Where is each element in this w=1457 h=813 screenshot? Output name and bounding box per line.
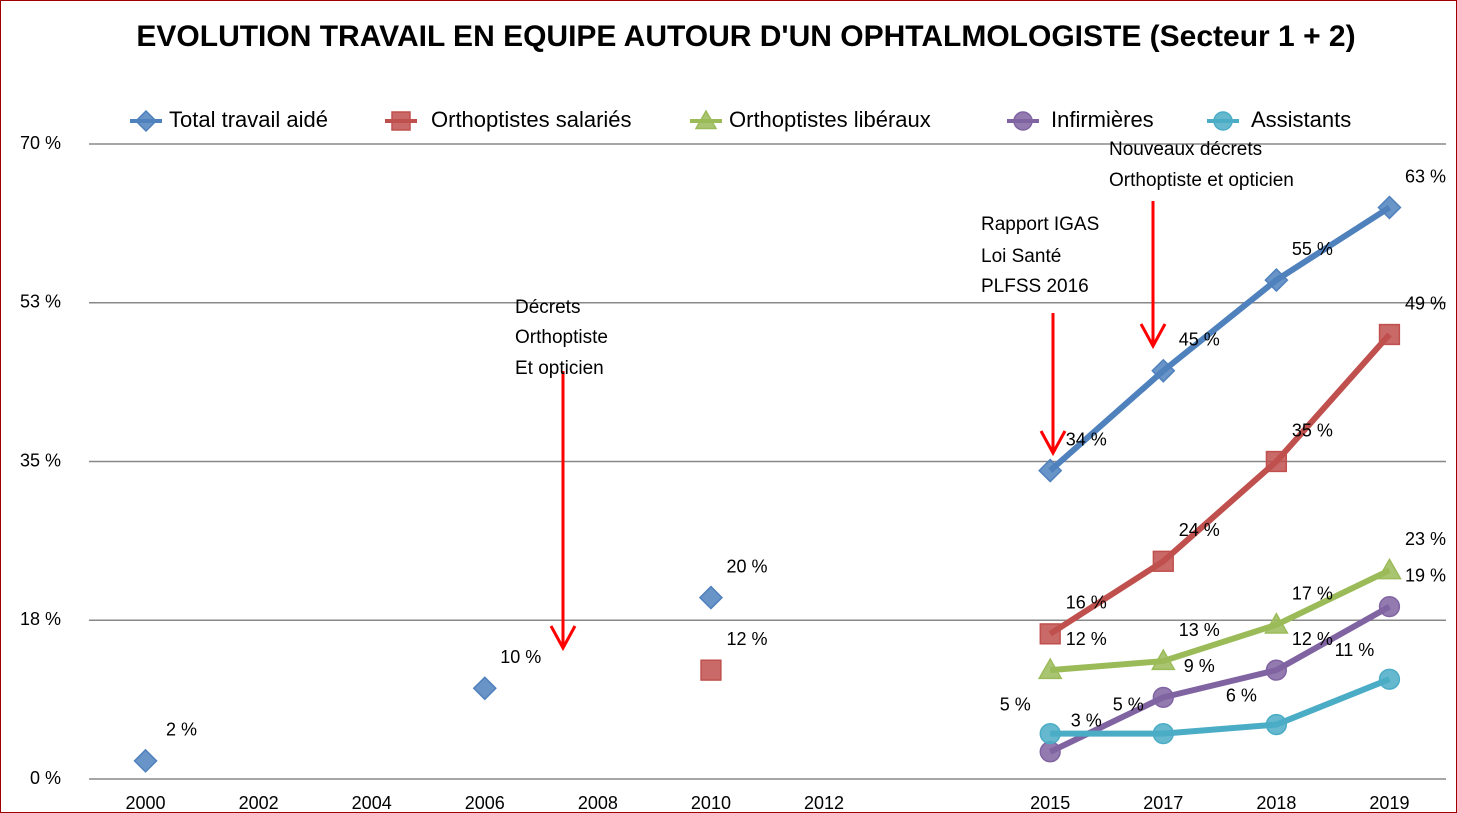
grid (89, 143, 1446, 780)
chart-title: EVOLUTION TRAVAIL EN EQUIPE AUTOUR D'UN … (136, 20, 1356, 53)
marker (1037, 657, 1063, 680)
legend-marker (1013, 111, 1033, 131)
y-tick-label: 70 % (20, 133, 61, 153)
marker (1039, 623, 1061, 645)
data-label: 12 % (1292, 629, 1333, 649)
marker (698, 585, 724, 610)
annotation: Orthoptiste (515, 327, 608, 348)
x-tick-label: 2008 (578, 793, 618, 812)
series-line (1048, 332, 1392, 637)
x-tick-label: 2012 (804, 793, 844, 812)
data-label: 19 % (1405, 565, 1446, 585)
marker (1152, 722, 1174, 745)
data-label: 34 % (1066, 429, 1107, 449)
x-tick-label: 2017 (1143, 793, 1183, 812)
legend-marker (1213, 111, 1233, 131)
annotation-arrows (549, 201, 1167, 652)
data-label: 24 % (1179, 520, 1220, 540)
arrow-head (1139, 323, 1167, 350)
x-tick-label: 2015 (1030, 793, 1070, 812)
data-label: 5 % (1000, 694, 1031, 714)
data-label: 10 % (500, 647, 541, 667)
data-label: 49 % (1405, 293, 1446, 313)
marker (1264, 612, 1289, 634)
marker (1378, 595, 1401, 618)
marker (1152, 686, 1174, 709)
marker (1265, 450, 1288, 473)
x-tick-label: 2002 (239, 793, 279, 812)
annotation: Orthoptiste et opticien (1109, 170, 1294, 191)
y-tick-label: 35 % (20, 450, 61, 470)
legend-label: Total travail aidé (169, 107, 328, 132)
x-tick-label: 2018 (1256, 793, 1296, 812)
data-label: 3 % (1071, 711, 1102, 731)
marker (1039, 741, 1061, 763)
marker (1377, 195, 1402, 220)
marker (133, 748, 158, 773)
legend-marker (134, 109, 158, 133)
data-label: 63 % (1405, 166, 1446, 186)
x-tick-label: 2006 (465, 793, 505, 812)
legend-marker (391, 111, 411, 131)
data-label: 20 % (726, 556, 767, 576)
series-line (1048, 604, 1391, 755)
series-line (1048, 204, 1392, 473)
y-tick-label: 18 % (20, 609, 61, 629)
marker (1038, 458, 1063, 483)
data-label: 2 % (166, 720, 197, 740)
marker (1264, 268, 1289, 293)
marker (1150, 648, 1176, 671)
annotation: PLFSS 2016 (981, 276, 1089, 297)
marker (1152, 550, 1174, 572)
series-line (1050, 676, 1391, 737)
data-label: 6 % (1226, 685, 1257, 705)
data-label: 35 % (1292, 420, 1333, 440)
arrow-head (1039, 430, 1067, 457)
marker (1039, 722, 1061, 745)
marker (1265, 713, 1288, 736)
legend-label: Assistants (1251, 107, 1351, 132)
legend-label: Infirmières (1051, 107, 1154, 132)
arrow-head (549, 625, 577, 652)
annotation: Loi Santé (981, 246, 1061, 267)
x-tick-label: 2019 (1369, 793, 1409, 812)
data-label: 55 % (1292, 239, 1333, 259)
annotation: Décrets (515, 297, 580, 318)
legend-label: Orthoptistes salariés (431, 107, 632, 132)
marker (1265, 659, 1288, 681)
marker (1377, 557, 1402, 580)
annotation: Nouveaux décrets (1109, 139, 1262, 160)
data-label: 9 % (1184, 656, 1215, 676)
data-label: 5 % (1113, 694, 1144, 714)
data-label: 23 % (1405, 529, 1446, 549)
data-label: 13 % (1179, 620, 1220, 640)
x-tick-label: 2010 (691, 793, 731, 812)
x-tick-label: 2004 (352, 793, 392, 812)
legend-label: Orthoptistes libéraux (729, 107, 931, 132)
annotation: Rapport IGAS (981, 214, 1099, 235)
legend-marker (694, 109, 718, 130)
marker (700, 659, 722, 681)
marker (472, 676, 497, 701)
marker (1378, 668, 1401, 690)
annotation: Et opticien (515, 358, 604, 379)
y-tick-label: 0 % (30, 768, 61, 788)
data-label: 17 % (1292, 584, 1333, 604)
data-label: 12 % (1066, 629, 1107, 649)
x-tick-label: 2000 (126, 793, 166, 812)
marker (1378, 323, 1401, 346)
marker (1151, 358, 1176, 383)
data-label: 11 % (1335, 640, 1375, 660)
data-label: 12 % (726, 629, 767, 649)
series-line (1049, 567, 1391, 674)
data-label: 16 % (1066, 593, 1107, 613)
data-label: 45 % (1179, 330, 1220, 350)
y-tick-label: 53 % (20, 292, 61, 312)
